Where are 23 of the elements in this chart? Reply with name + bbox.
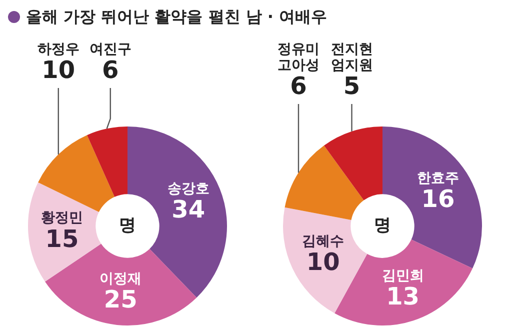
slice-label: 정유미 고아성 [277, 42, 320, 74]
text: 명 [374, 215, 391, 236]
data-label: 25 [104, 286, 138, 314]
slice-label: 김혜수 [302, 234, 344, 250]
slice-label: 하정우 [37, 42, 80, 58]
data-label: 10 [306, 248, 340, 276]
slice-label: 여진구 [89, 42, 132, 58]
data-label: 15 [45, 224, 79, 253]
slice-label: 전지현 엄지원 [330, 42, 373, 74]
slice-label: 송강호 [167, 181, 210, 198]
text: 명 [119, 215, 136, 236]
slice-label: 이정재 [100, 270, 142, 287]
data-label: 5 [343, 72, 360, 100]
data-label: 13 [386, 282, 420, 311]
data-label: 6 [102, 56, 119, 84]
slice-label: 황정민 [40, 210, 83, 226]
slice-label: 김민희 [382, 268, 424, 284]
data-label: 16 [421, 185, 455, 214]
data-label: 6 [290, 72, 307, 100]
data-label: 10 [42, 56, 76, 84]
chart-title: 올해 가장 뛰어난 활약을 펼친 남 · 여배우 [26, 6, 328, 28]
slice-label: 한효주 [416, 170, 459, 186]
data-label: 34 [172, 196, 206, 224]
